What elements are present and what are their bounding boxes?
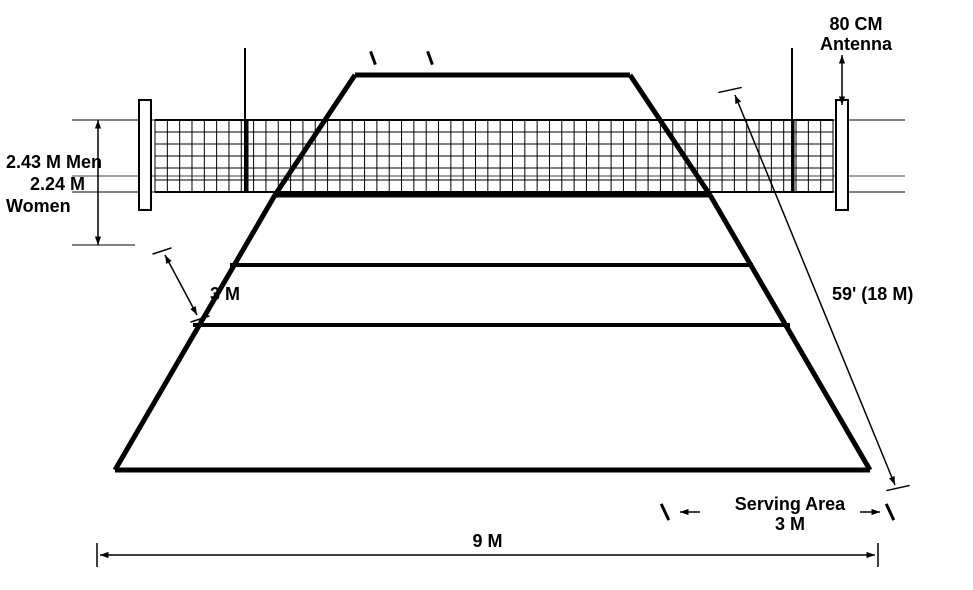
sideline-right-far [630,75,710,195]
label-net-height-women-value: 2.24 M [30,174,85,194]
sideline-left-near [115,195,275,470]
label-serving-area: Serving Area3 M [735,494,846,534]
label-court-length: 59' (18 M) [832,284,913,304]
label-women: Women [6,196,71,216]
label-net-height-men: 2.43 M Men [6,152,102,172]
label-antenna: 80 CMAntenna [820,14,893,54]
label-court-width: 9 M [472,531,502,551]
label-attack-line: 3 M [210,284,240,304]
pole-right [836,100,848,210]
sideline-right-near [710,195,870,470]
pole-left [139,100,151,210]
